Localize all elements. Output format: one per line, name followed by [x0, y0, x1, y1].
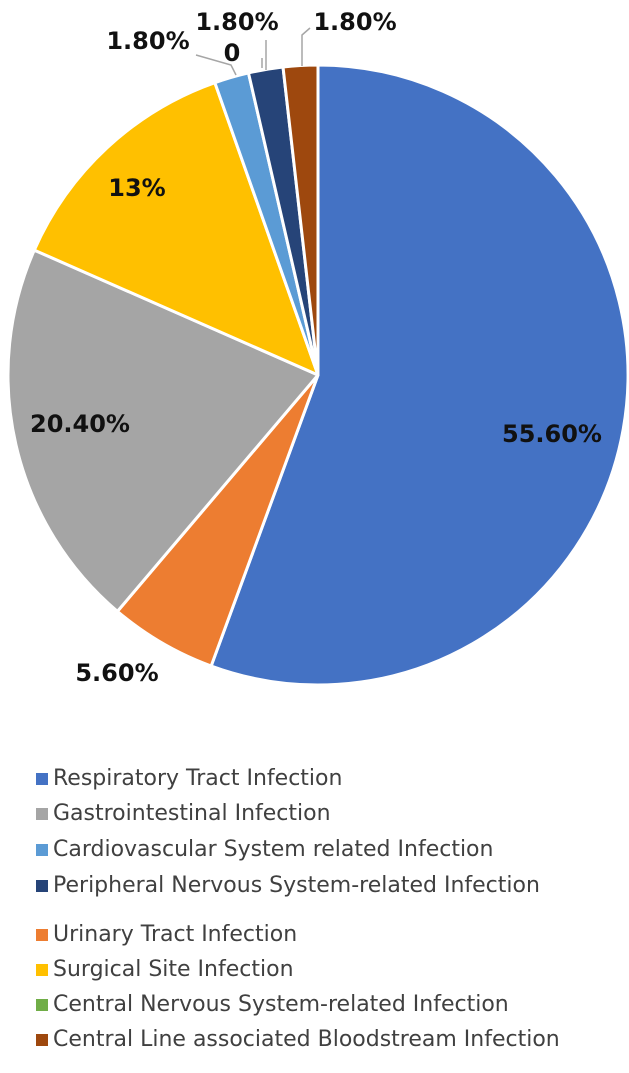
legend-label-gastrointestinal-infection: Gastrointestinal Infection — [53, 801, 331, 826]
legend-entry-cardiovascular-system-related-infection: Cardiovascular System related Infection — [36, 837, 493, 862]
data-label-surgical-site-infection: 13% — [108, 174, 165, 202]
data-label-central-nervous-system-related-infection: 0 — [224, 39, 241, 67]
slice-gastrointestinal-infection — [6, 248, 320, 613]
legend-label-peripheral-nervous-system-related-infection: Peripheral Nervous System-related Infect… — [53, 873, 540, 898]
data-label-cardiovascular-system-related-infection: 1.80% — [106, 27, 189, 55]
legend-entry-gastrointestinal-infection: Gastrointestinal Infection — [36, 801, 331, 826]
legend-swatch-central-nervous-system-related-infection — [36, 999, 48, 1011]
data-label-urinary-tract-infection: 5.60% — [75, 659, 158, 687]
slice-surgical-site-infection — [32, 81, 320, 377]
legend-label-urinary-tract-infection: Urinary Tract Infection — [53, 922, 297, 947]
legend-entry-respiratory-tract-infection: Respiratory Tract Infection — [36, 766, 342, 791]
data-label-gastrointestinal-infection: 20.40% — [30, 410, 130, 438]
legend-label-surgical-site-infection: Surgical Site Infection — [53, 957, 294, 982]
legend-entry-surgical-site-infection: Surgical Site Infection — [36, 957, 294, 982]
legend-entry-urinary-tract-infection: Urinary Tract Infection — [36, 922, 297, 947]
legend-label-cardiovascular-system-related-infection: Cardiovascular System related Infection — [53, 837, 493, 862]
slice-central-line-associated-bloodstream-infection — [281, 63, 320, 377]
slice-respiratory-tract-infection — [209, 63, 629, 687]
legend-swatch-gastrointestinal-infection — [36, 808, 48, 820]
data-label-respiratory-tract-infection: 55.60% — [502, 420, 602, 448]
legend-swatch-surgical-site-infection — [36, 964, 48, 976]
legend-swatch-urinary-tract-infection — [36, 929, 48, 941]
leader-lines — [195, 27, 311, 76]
data-label-peripheral-nervous-system-related-infection: 1.80% — [195, 8, 278, 36]
legend-swatch-respiratory-tract-infection — [36, 773, 48, 785]
data-labels: 55.60%5.60%20.40%13%1.80% 01.80% 1.80% — [30, 8, 602, 687]
legend-label-central-nervous-system-related-infection: Central Nervous System-related Infection — [53, 992, 509, 1017]
pie-slices — [6, 63, 629, 687]
legend-label-central-line-associated-bloodstream-infection: Central Line associated Bloodstream Infe… — [53, 1027, 560, 1052]
legend-swatch-central-line-associated-bloodstream-infection — [36, 1034, 48, 1046]
legend-label-respiratory-tract-infection: Respiratory Tract Infection — [53, 766, 342, 791]
leader-line-cardiovascular-system-related-infection — [195, 54, 237, 76]
legend-swatch-cardiovascular-system-related-infection — [36, 844, 48, 856]
data-label-central-line-associated-bloodstream-infection: 1.80% — [313, 8, 396, 36]
legend-entry-central-line-associated-bloodstream-infection: Central Line associated Bloodstream Infe… — [36, 1027, 560, 1052]
legend: Respiratory Tract Infection Gastrointesti… — [36, 766, 560, 1052]
legend-entry-peripheral-nervous-system-related-infection: Peripheral Nervous System-related Infect… — [36, 873, 540, 898]
leader-line-central-line-associated-bloodstream-infection — [301, 27, 311, 66]
legend-entry-central-nervous-system-related-infection: Central Nervous System-related Infection — [36, 992, 509, 1017]
legend-swatch-peripheral-nervous-system-related-infection — [36, 880, 48, 892]
